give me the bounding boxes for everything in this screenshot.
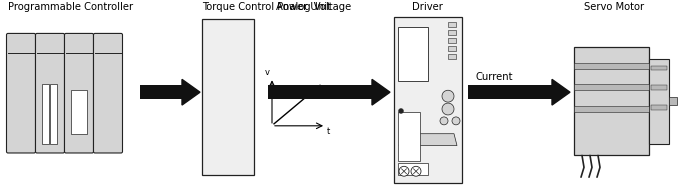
Bar	[140, 85, 182, 99]
Bar	[42, 84, 49, 144]
Bar	[574, 84, 649, 90]
Bar	[448, 54, 456, 59]
Polygon shape	[372, 79, 390, 105]
Bar	[468, 85, 552, 99]
Bar	[448, 30, 456, 35]
FancyBboxPatch shape	[6, 33, 36, 153]
Bar	[394, 17, 462, 183]
Bar	[651, 85, 667, 90]
Text: t: t	[327, 127, 330, 136]
Bar	[398, 27, 428, 81]
Text: Current: Current	[476, 72, 514, 82]
Bar	[398, 112, 420, 161]
Text: Analog Voltage: Analog Voltage	[276, 2, 351, 12]
FancyBboxPatch shape	[64, 33, 94, 153]
Text: Driver: Driver	[412, 2, 443, 12]
Bar	[50, 84, 57, 144]
Circle shape	[442, 90, 454, 102]
Text: v: v	[265, 68, 270, 77]
Bar	[448, 38, 456, 43]
Bar	[574, 106, 649, 112]
Text: Servo Motor: Servo Motor	[584, 2, 644, 12]
FancyBboxPatch shape	[94, 33, 122, 153]
Polygon shape	[182, 79, 200, 105]
Bar	[202, 19, 254, 175]
Bar	[651, 66, 667, 70]
Bar	[268, 85, 372, 99]
Circle shape	[442, 103, 454, 115]
Bar	[649, 59, 669, 144]
Polygon shape	[399, 134, 457, 146]
Circle shape	[440, 117, 448, 125]
Bar	[398, 163, 428, 175]
Bar	[574, 47, 649, 155]
Bar	[448, 22, 456, 27]
Circle shape	[411, 166, 421, 176]
Circle shape	[399, 166, 409, 176]
Bar	[448, 46, 456, 51]
Polygon shape	[552, 79, 570, 105]
Bar	[651, 105, 667, 110]
Text: Programmable Controller: Programmable Controller	[8, 2, 133, 12]
Bar	[574, 63, 649, 69]
Circle shape	[398, 108, 403, 113]
Circle shape	[452, 117, 460, 125]
FancyBboxPatch shape	[36, 33, 64, 153]
Bar	[71, 90, 87, 134]
Text: Torque Control Power Unit: Torque Control Power Unit	[202, 2, 331, 12]
Bar	[669, 97, 677, 105]
